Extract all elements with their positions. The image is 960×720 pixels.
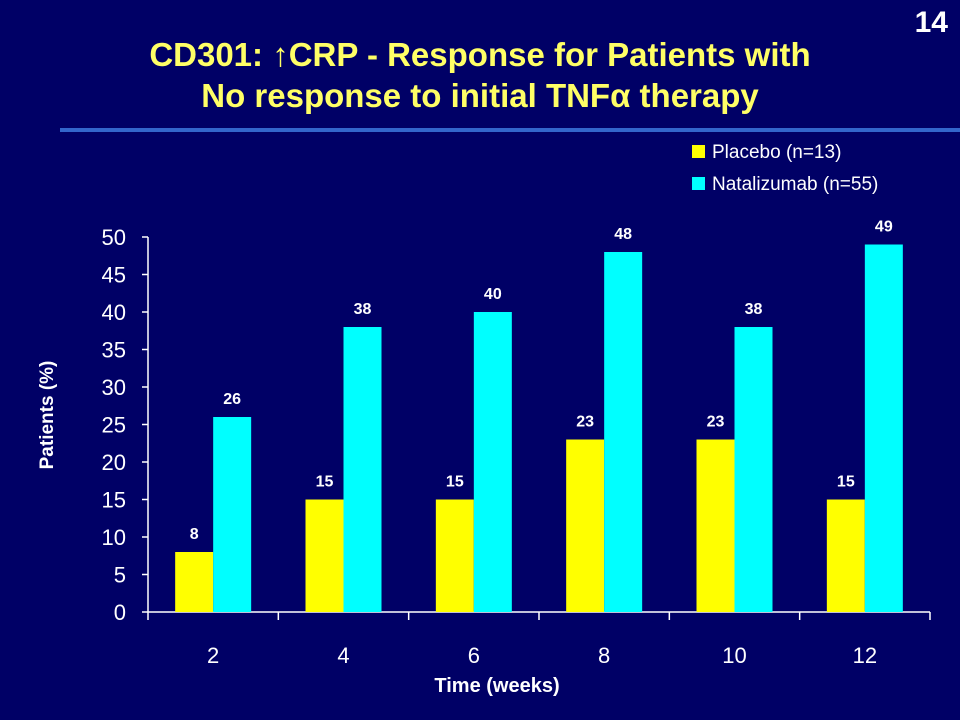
slide-title-line-2: No response to initial TNFα therapy: [201, 77, 759, 114]
title-divider: [60, 128, 960, 132]
chart-data-labels: 8 26 15 38 15 40 23 48 23 38 15 49: [190, 219, 893, 544]
data-label: 8: [190, 526, 199, 543]
data-label: 40: [484, 286, 502, 303]
bar-placebo: [696, 439, 735, 612]
y-tick-label: 0: [114, 600, 126, 625]
x-tick-label: 6: [468, 643, 480, 668]
y-tick-label: 15: [102, 488, 126, 513]
bar-placebo: [566, 439, 605, 612]
y-tick-label: 35: [102, 338, 126, 363]
x-tick-label: 8: [598, 643, 610, 668]
slide-title: CD301: ↑CRP - Response for Patients with…: [60, 34, 900, 116]
y-tick-label: 40: [102, 300, 126, 325]
x-tick-label: 12: [853, 643, 877, 668]
data-label: 23: [576, 414, 594, 431]
chart-bars: [175, 244, 903, 612]
bar-placebo: [175, 552, 214, 612]
data-label: 38: [354, 301, 372, 318]
chart-axes: 0 5 10 15 20 25 30 35 40 45 50 2 4 6 8 10 12: [102, 225, 931, 668]
bar-natalizumab: [604, 252, 643, 612]
y-tick-label: 30: [102, 375, 126, 400]
data-label: 15: [837, 474, 855, 491]
bar-natalizumab: [734, 327, 773, 612]
bar-natalizumab: [864, 244, 903, 612]
y-tick-label: 50: [102, 225, 126, 250]
x-axis-label: Time (weeks): [434, 675, 559, 697]
data-label: 15: [446, 474, 464, 491]
data-label: 15: [316, 474, 334, 491]
bar-placebo: [305, 499, 344, 612]
x-tick-label: 10: [722, 643, 746, 668]
data-label: 49: [875, 219, 893, 236]
legend-label-placebo: Placebo (n=13): [712, 142, 841, 163]
slide-number: 14: [914, 6, 948, 39]
y-tick-label: 20: [102, 450, 126, 475]
y-tick-label: 25: [102, 413, 126, 438]
bar-placebo: [826, 499, 865, 612]
data-label: 23: [707, 414, 725, 431]
bar-natalizumab: [343, 327, 382, 612]
slide-title-line-1: CD301: ↑CRP - Response for Patients with: [149, 36, 811, 73]
legend-swatch-placebo: [692, 145, 705, 158]
chart-legend: Placebo (n=13) Natalizumab (n=55): [692, 142, 878, 195]
x-tick-label: 2: [207, 643, 219, 668]
bar-natalizumab: [213, 417, 252, 612]
y-tick-label: 45: [102, 263, 126, 288]
data-label: 48: [614, 226, 632, 243]
y-tick-label: 10: [102, 525, 126, 550]
bar-natalizumab: [473, 312, 512, 612]
legend-swatch-natalizumab: [692, 177, 705, 190]
data-label: 38: [745, 301, 763, 318]
y-axis-label: Patients (%): [37, 361, 58, 470]
data-label: 26: [223, 391, 241, 408]
x-tick-label: 4: [337, 643, 349, 668]
legend-label-natalizumab: Natalizumab (n=55): [712, 174, 878, 195]
y-tick-label: 5: [114, 563, 126, 588]
bar-placebo: [435, 499, 474, 612]
